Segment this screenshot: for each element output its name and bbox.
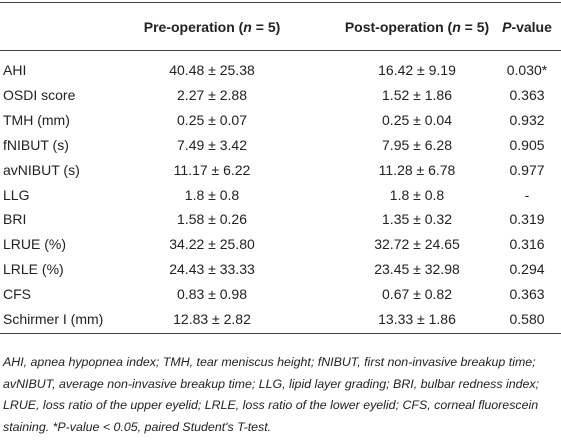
- table-cell: 32.72 ± 24.65: [374, 236, 460, 253]
- bottom-rule: [0, 333, 561, 334]
- header-cell: P-value: [502, 19, 552, 35]
- row-label: TMH (mm): [3, 111, 70, 128]
- footnote: AHI, apnea hypopnea index; TMH, tear men…: [3, 355, 540, 434]
- row-label: LRLE (%): [3, 261, 64, 278]
- table-cell: 0.932: [509, 111, 545, 128]
- header-text: -value: [511, 19, 552, 35]
- table-cell: 23.45 ± 32.98: [374, 261, 460, 278]
- header-text: n: [243, 19, 252, 35]
- row-label: AHI: [3, 62, 27, 78]
- table-cell: 0.363: [509, 286, 545, 303]
- table-cell: 2.27 ± 2.88: [177, 86, 247, 103]
- table-cell: 0.67 ± 0.82: [382, 286, 452, 303]
- table-cell: 0.25 ± 0.04: [382, 111, 452, 128]
- header-cell: Pre-operation (n = 5): [144, 19, 281, 35]
- row-label: fNIBUT (s): [3, 136, 69, 153]
- table-cell: 0.294: [509, 261, 545, 278]
- table-cell: 34.22 ± 25.80: [169, 236, 255, 253]
- row-label: OSDI score: [3, 86, 76, 103]
- table-cell: 16.42 ± 9.19: [378, 62, 456, 78]
- table-cell: 40.48 ± 25.38: [169, 62, 255, 78]
- table-cell: 11.17 ± 6.22: [173, 161, 251, 178]
- table-cell: 12.83 ± 2.82: [173, 311, 251, 327]
- table-cell: 1.52 ± 1.86: [382, 86, 452, 103]
- row-label: BRI: [3, 211, 27, 228]
- row-label: LLG: [3, 186, 30, 203]
- header-rule: [0, 50, 561, 51]
- header-text: Pre-operation (: [143, 19, 244, 35]
- table-cell: -: [524, 186, 530, 203]
- header-text: = 5): [251, 19, 281, 35]
- row-label: LRUE (%): [3, 236, 67, 253]
- header-cell: Post-operation (n = 5): [345, 19, 489, 35]
- table-cell: 13.33 ± 1.86: [378, 311, 456, 327]
- table-cell: 0.319: [509, 211, 545, 228]
- row-label: CFS: [3, 286, 31, 303]
- table-cell: 24.43 ± 33.33: [169, 261, 255, 278]
- top-rule: [0, 2, 561, 3]
- table-cell: 1.58 ± 0.26: [177, 211, 247, 228]
- header-text: P: [502, 19, 512, 35]
- row-label: Schirmer I (mm): [3, 311, 104, 327]
- table-cell: 1.8 ± 0.8: [184, 186, 240, 203]
- table-cell: 0.25 ± 0.07: [177, 111, 247, 128]
- table-cell: 0.030*: [506, 62, 548, 78]
- header-text: = 5): [460, 19, 490, 35]
- table-cell: 0.905: [509, 136, 545, 153]
- header-text: Post-operation (: [344, 19, 453, 35]
- table-cell: 0.316: [509, 236, 545, 253]
- table-cell: 11.28 ± 6.78: [378, 161, 456, 178]
- table-cell: 7.95 ± 6.28: [382, 136, 452, 153]
- table-cell: 1.8 ± 0.8: [389, 186, 445, 203]
- table-cell: 0.363: [509, 86, 545, 103]
- table-cell: 0.580: [509, 311, 545, 327]
- table-cell: 0.83 ± 0.98: [177, 286, 247, 303]
- table-cell: 1.35 ± 0.32: [382, 211, 452, 228]
- table-cell: 7.49 ± 3.42: [177, 136, 247, 153]
- row-label: avNIBUT (s): [3, 161, 80, 178]
- header-text: n: [452, 19, 461, 35]
- table-cell: 0.977: [509, 161, 545, 178]
